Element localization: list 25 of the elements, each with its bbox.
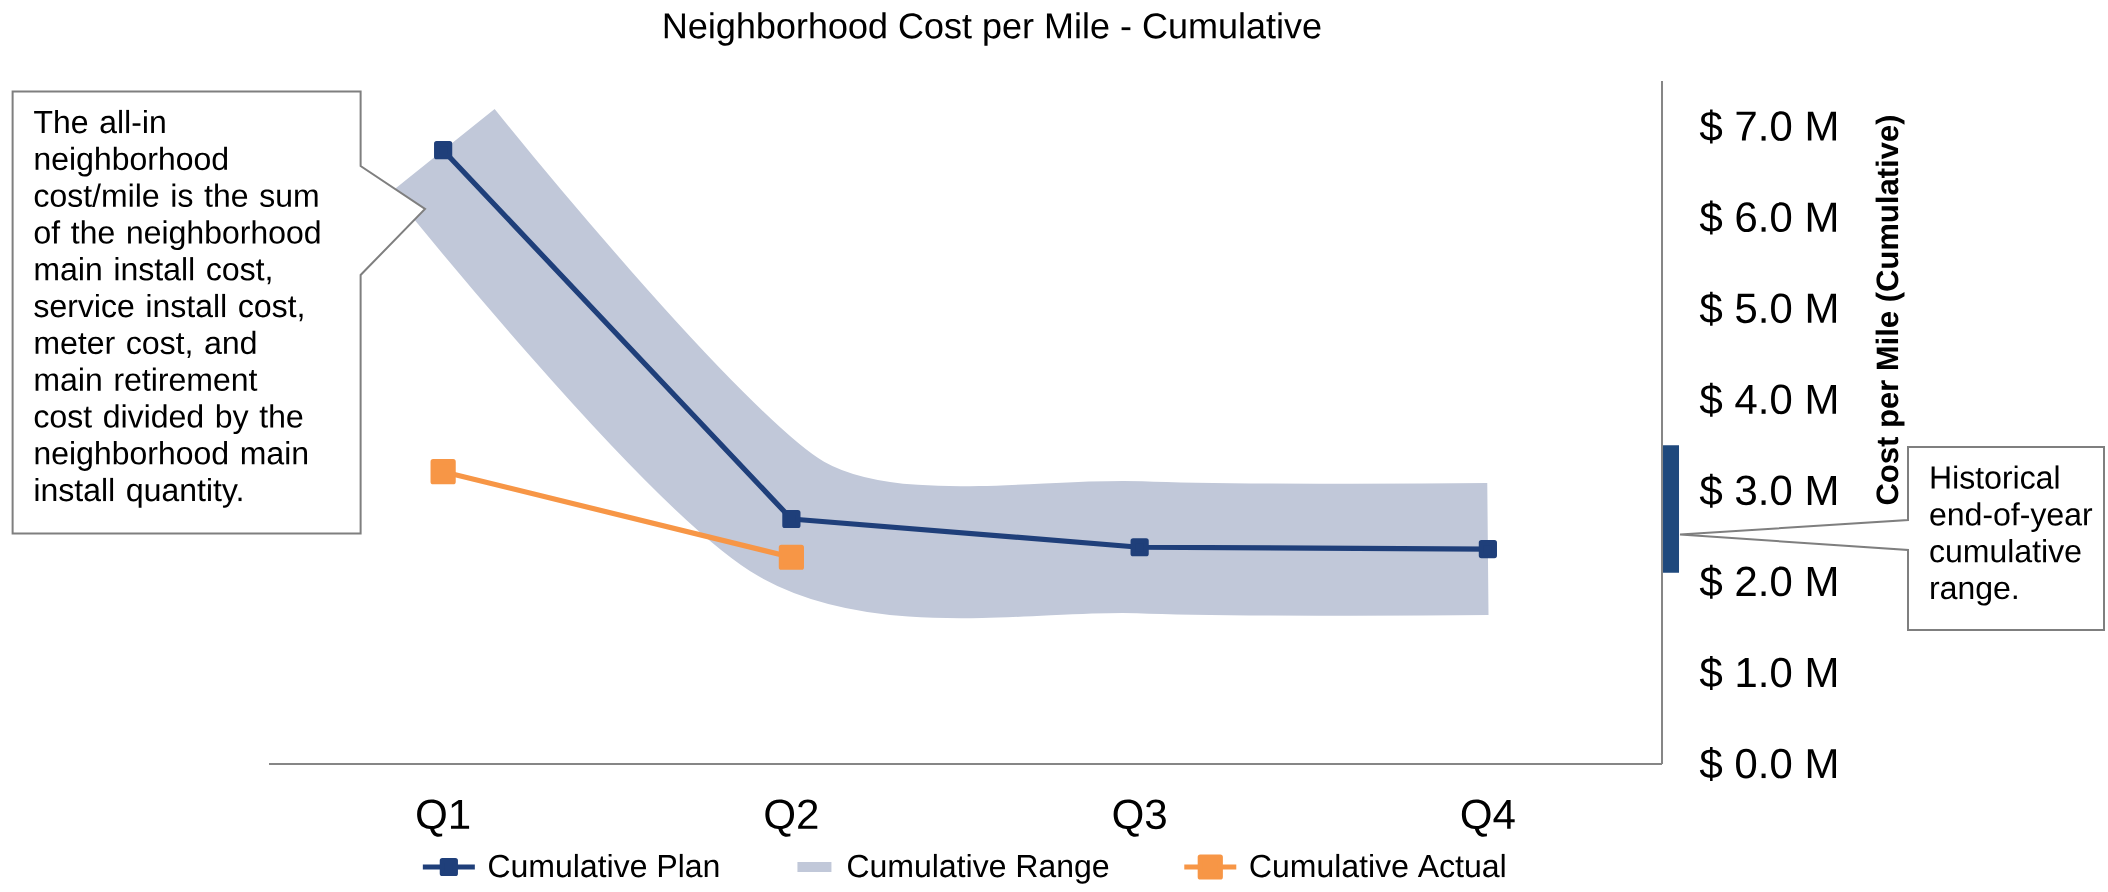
text: The all-in neighborhood cost/mile is the sum of the neighborhood main install cost, service install cost, meter cost, and main retirement cost divided by the neighborhood main install quantity. [34, 109, 320, 508]
y-tick-label: $ 5.0 M [1699, 291, 1837, 326]
y-tick-label: $ 2.0 M [1699, 564, 1837, 599]
x-tick-label: Q3 [1113, 799, 1166, 837]
point [778, 544, 804, 570]
legend-label: Cumulative Range [848, 853, 1109, 884]
point [1478, 539, 1497, 559]
x-tick-label: Q4 [1461, 799, 1515, 837]
text: Historical end-of-year cumulative range. [1930, 465, 2093, 606]
point [1130, 538, 1149, 557]
y-tick-label: $ 3.0 M [1699, 473, 1837, 508]
y-tick-label: $ 4.0 M [1699, 382, 1837, 417]
point [430, 459, 456, 485]
x-tick-label: Q1 [417, 799, 470, 837]
legend-label: Cumulative Plan [489, 853, 719, 878]
y-tick-label: $ 7.0 M [1699, 109, 1837, 144]
point [434, 141, 453, 160]
x-tick-label: Q2 [765, 799, 818, 837]
chart-title: Neighborhood Cost per Mile - Cumulative [664, 12, 1321, 46]
point [782, 509, 801, 529]
legend-label: Cumulative Actual [1250, 853, 1505, 878]
y-tick-label: $ 6.0 M [1699, 200, 1837, 235]
y-axis-title: Cost per Mile (Cumulative) [1875, 116, 1905, 505]
y-tick-label: $ 1.0 M [1699, 655, 1837, 690]
y-tick-label: $ 0.0 M [1699, 746, 1837, 781]
